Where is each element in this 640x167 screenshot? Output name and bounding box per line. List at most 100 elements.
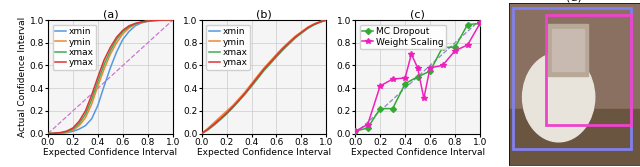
ymin — [132, 23, 140, 25]
ymin — [248, 83, 255, 85]
xmax — [125, 26, 133, 28]
xmin — [279, 47, 287, 49]
Legend: xmin, ymin, xmax, ymax: xmin, ymin, xmax, ymax — [206, 25, 250, 70]
Weight Scaling — [408, 53, 415, 55]
xmin — [169, 19, 177, 21]
xmax — [44, 133, 52, 135]
Weight Scaling — [364, 124, 371, 126]
Bar — [513, 8, 631, 149]
ymax — [69, 127, 77, 129]
Weight Scaling — [351, 130, 359, 132]
xmin — [229, 105, 237, 107]
Line: ymax: ymax — [48, 20, 173, 134]
ymax — [273, 54, 280, 56]
ymin — [57, 132, 65, 134]
xmax — [69, 128, 77, 130]
Title: (c): (c) — [410, 9, 425, 19]
ymin — [279, 47, 287, 49]
X-axis label: Expected Confidence Interval: Expected Confidence Interval — [44, 148, 177, 157]
xmin — [76, 128, 83, 130]
xmin — [223, 112, 230, 114]
ymax — [57, 132, 65, 134]
ymin — [254, 75, 262, 77]
xmin — [125, 30, 133, 32]
MC Dropout — [463, 24, 471, 26]
MC Dropout — [439, 46, 447, 48]
ymax — [229, 106, 237, 108]
xmax — [132, 23, 140, 25]
Legend: MC Dropout, Weight Scaling: MC Dropout, Weight Scaling — [360, 25, 446, 49]
ymax — [51, 132, 58, 134]
ymax — [298, 31, 305, 33]
ymin — [106, 53, 115, 55]
ymin — [198, 133, 205, 135]
ymax — [94, 76, 102, 78]
Line: ymin: ymin — [48, 20, 173, 134]
xmin — [156, 19, 164, 21]
ymin — [323, 19, 330, 21]
xmax — [150, 19, 158, 21]
ymax — [163, 19, 170, 21]
Bar — [545, 15, 631, 125]
ymax — [88, 94, 95, 96]
xmax — [210, 124, 218, 126]
ymax — [304, 27, 312, 29]
xmax — [260, 70, 268, 72]
xmax — [216, 119, 224, 121]
ymin — [236, 98, 243, 100]
ymin — [291, 35, 299, 37]
xmax — [285, 43, 293, 45]
ymax — [254, 76, 262, 78]
ymax — [236, 99, 243, 101]
ymin — [150, 20, 158, 22]
Weight Scaling — [451, 50, 459, 52]
xmax — [304, 28, 312, 30]
ymax — [198, 133, 205, 135]
MC Dropout — [413, 76, 421, 78]
ymax — [291, 36, 299, 38]
xmin — [198, 133, 205, 135]
xmax — [163, 19, 170, 21]
Weight Scaling — [439, 64, 447, 66]
xmin — [298, 32, 305, 34]
ymin — [223, 110, 230, 112]
ymin — [94, 85, 102, 87]
ymin — [163, 19, 170, 21]
xmin — [106, 67, 115, 69]
ymax — [144, 20, 152, 22]
MC Dropout — [401, 83, 409, 85]
MC Dropout — [388, 108, 396, 110]
ymax — [82, 110, 90, 112]
xmax — [248, 85, 255, 87]
Bar — [548, 24, 588, 76]
xmin — [266, 61, 274, 63]
ymin — [138, 21, 145, 23]
xmin — [138, 22, 145, 24]
xmin — [88, 118, 95, 120]
ymin — [241, 91, 249, 93]
ymin — [76, 125, 83, 127]
Line: ymin: ymin — [202, 20, 326, 134]
Title: (d): (d) — [566, 0, 582, 3]
ymax — [323, 19, 330, 21]
xmin — [63, 132, 70, 134]
xmin — [210, 122, 218, 124]
ymin — [229, 104, 237, 106]
ymin — [273, 53, 280, 55]
xmin — [323, 19, 330, 21]
xmin — [236, 99, 243, 101]
ymax — [310, 23, 317, 25]
xmax — [298, 32, 305, 34]
xmin — [44, 133, 52, 135]
xmax — [57, 132, 65, 134]
xmax — [113, 38, 120, 40]
xmin — [304, 27, 312, 29]
xmax — [236, 100, 243, 102]
Legend: xmin, ymin, xmax, ymax: xmin, ymin, xmax, ymax — [52, 25, 97, 70]
Line: xmin: xmin — [202, 20, 326, 134]
ymax — [150, 19, 158, 21]
ymin — [44, 133, 52, 135]
xmax — [266, 63, 274, 65]
xmin — [254, 76, 262, 78]
xmin — [204, 128, 212, 130]
